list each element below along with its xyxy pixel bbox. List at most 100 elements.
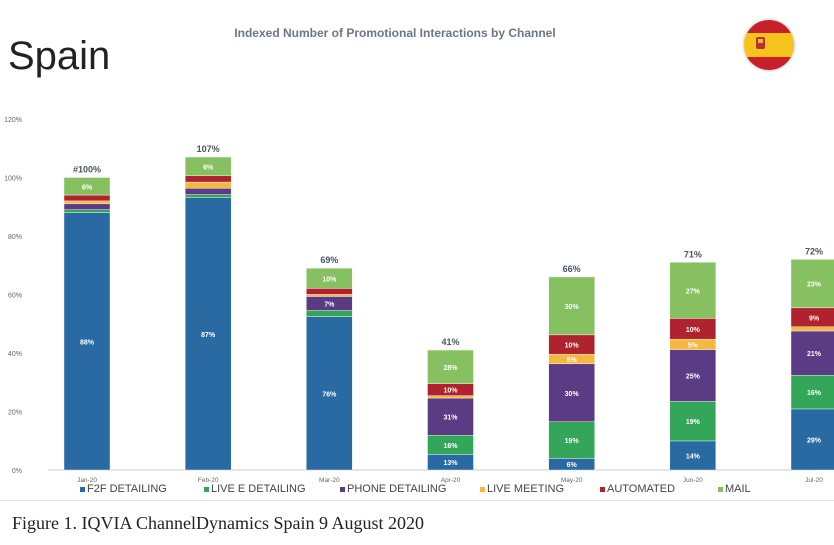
divider xyxy=(0,500,834,501)
segment-label: 87% xyxy=(201,332,216,339)
legend-label: LIVE E DETAILING xyxy=(211,483,306,495)
bar-segment xyxy=(427,349,474,384)
figure-caption: Figure 1. IQVIA ChannelDynamics Spain 9 … xyxy=(12,513,424,533)
bar-segment xyxy=(669,262,717,319)
legend-item: AUTOMATED xyxy=(600,483,675,495)
country-title: Spain xyxy=(8,34,111,78)
segment-label: 30% xyxy=(565,304,580,311)
legend-label: PHONE DETAILING xyxy=(347,483,447,495)
total-label: 71% xyxy=(684,249,702,259)
legend-item: LIVE MEETING xyxy=(480,483,564,495)
segment-label: 31% xyxy=(443,415,458,422)
bar-segment xyxy=(790,408,834,471)
bar-segment xyxy=(669,440,717,471)
segment-label: 19% xyxy=(565,438,580,445)
total-label: 69% xyxy=(320,255,338,265)
total-label: 66% xyxy=(563,264,581,274)
segment-label: 16% xyxy=(807,390,822,397)
segment-label: 6% xyxy=(203,164,214,171)
total-label: 107% xyxy=(197,144,220,154)
segment-label: 21% xyxy=(807,351,822,358)
y-tick-label: 40% xyxy=(8,351,22,358)
bar-segment xyxy=(63,209,111,213)
y-tick-label: 0% xyxy=(12,468,22,475)
bar-segment xyxy=(790,326,834,332)
segment-label: 5% xyxy=(688,342,699,349)
bar-segment xyxy=(184,181,232,189)
bar-segment xyxy=(669,401,717,442)
y-tick-label: 120% xyxy=(4,117,22,124)
segment-label: 9% xyxy=(809,315,820,322)
bar-segment xyxy=(306,288,353,295)
x-tick-label: Jun-20 xyxy=(683,477,703,484)
bar-segment xyxy=(63,203,111,210)
segment-label: 6% xyxy=(567,462,578,469)
total-label: 41% xyxy=(441,337,459,347)
y-tick-label: 20% xyxy=(8,410,22,417)
legend-item: PHONE DETAILING xyxy=(340,483,446,495)
spain-flag-icon xyxy=(744,20,794,70)
bar-segment xyxy=(63,212,111,471)
chart-title: Indexed Number of Promotional Interactio… xyxy=(234,26,556,40)
segment-label: 30% xyxy=(565,391,580,398)
stacked-bar-chart: 0% 20% 40% 60% 80% 100% 120% 88% 6% #100% Jan-20 87… xyxy=(4,117,834,484)
bar-segment xyxy=(427,397,474,436)
segment-label: 88% xyxy=(80,339,95,346)
legend-item: F2F DETAILING xyxy=(80,483,167,495)
segment-label: 29% xyxy=(807,437,822,444)
segment-label: 10% xyxy=(443,388,458,395)
bar-segment xyxy=(548,421,595,459)
bar-segment xyxy=(184,188,232,195)
bar-segment xyxy=(790,259,834,309)
bar-segment xyxy=(63,194,111,202)
segment-label: 7% xyxy=(324,301,335,308)
x-tick-label: May-20 xyxy=(561,477,583,484)
bar-segment xyxy=(184,175,232,183)
bar-segment xyxy=(184,197,232,471)
segment-label: 28% xyxy=(443,365,458,372)
bar-segment xyxy=(669,349,717,402)
segment-label: 16% xyxy=(443,443,458,450)
bar-segment xyxy=(184,156,232,177)
x-tick-label: Jul-20 xyxy=(805,477,823,484)
x-tick-label: Apr-20 xyxy=(441,477,461,484)
x-tick-label: Jan-20 xyxy=(77,477,97,484)
legend-swatch xyxy=(480,486,485,492)
x-tick-label: Mar-20 xyxy=(319,477,340,484)
segment-label: 27% xyxy=(686,288,701,295)
legend: F2F DETAILING LIVE E DETAILING PHONE DETAI… xyxy=(0,483,834,499)
legend-swatch xyxy=(600,486,605,492)
segment-label: 13% xyxy=(443,460,458,467)
segment-label: 5% xyxy=(567,357,578,364)
bar-segment xyxy=(306,310,353,317)
legend-label: MAIL xyxy=(725,483,751,495)
bar-segment xyxy=(63,200,111,205)
bar-segment xyxy=(427,395,474,399)
bar-segment xyxy=(306,294,353,297)
segment-label: 10% xyxy=(686,327,701,334)
bar-segment xyxy=(790,330,834,376)
bar-segment xyxy=(306,316,353,471)
y-tick-label: 60% xyxy=(8,293,22,300)
legend-swatch xyxy=(80,486,85,492)
legend-item: MAIL xyxy=(718,483,751,495)
segment-label: 76% xyxy=(322,391,337,398)
legend-label: LIVE MEETING xyxy=(487,483,565,495)
segment-label: 14% xyxy=(686,453,701,460)
bar-segment xyxy=(548,276,595,336)
segment-label: 10% xyxy=(322,276,337,283)
bar-segment xyxy=(790,375,834,410)
legend-swatch xyxy=(340,486,345,492)
bar-segment xyxy=(548,363,595,422)
segment-label: 10% xyxy=(565,343,580,350)
segment-label: 23% xyxy=(807,282,822,289)
y-tick-label: 100% xyxy=(4,176,22,183)
x-tick-label: Feb-20 xyxy=(198,477,219,484)
total-label: 72% xyxy=(805,246,823,256)
bar-segment xyxy=(306,267,353,289)
bar-segment xyxy=(63,177,111,196)
segment-label: 25% xyxy=(686,374,701,381)
legend-item: LIVE E DETAILING xyxy=(204,483,306,495)
segment-label: 19% xyxy=(686,419,701,426)
y-tick-label: 80% xyxy=(8,234,22,241)
